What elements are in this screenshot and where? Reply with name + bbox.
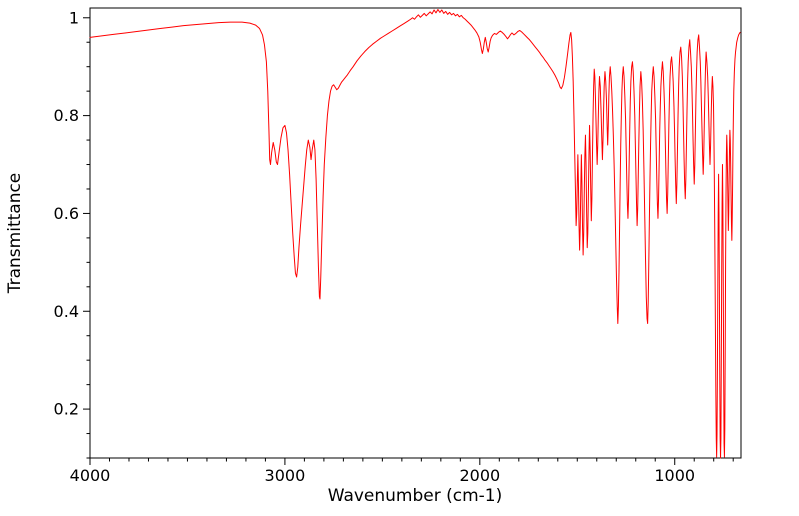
spectrum-line <box>89 8 741 459</box>
x-tick-label: 1000 <box>654 466 695 485</box>
y-tick-label: 0.4 <box>54 302 79 321</box>
y-axis-label: Transmittance <box>5 173 25 295</box>
x-tick-label: 4000 <box>70 466 111 485</box>
y-tick-label: 1 <box>69 8 79 27</box>
x-tick-label: 2000 <box>459 466 500 485</box>
plot-frame <box>89 7 742 459</box>
x-axis-label: Wavenumber (cm-1) <box>328 486 503 506</box>
y-tick-label: 0.2 <box>54 400 79 419</box>
y-tick-label: 0.6 <box>54 204 79 223</box>
x-tick-label: 3000 <box>265 466 306 485</box>
y-tick-label: 0.8 <box>54 106 79 125</box>
